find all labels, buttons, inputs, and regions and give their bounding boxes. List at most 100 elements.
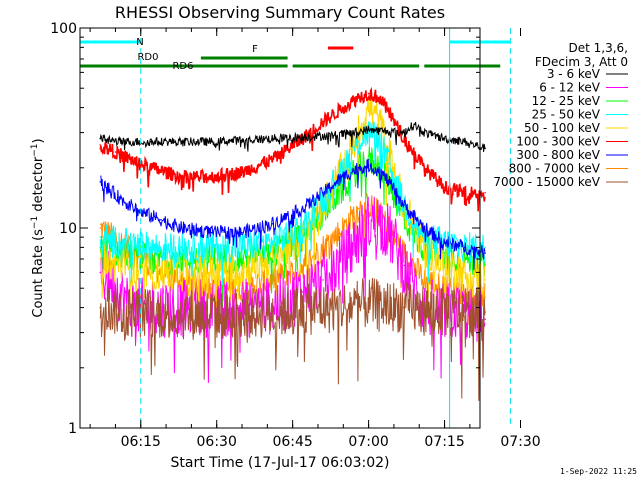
- x-tick-label: 06:30: [197, 434, 237, 450]
- data-point-7000-15000-kev: [443, 311, 446, 313]
- data-point-25-50-kev: [150, 246, 152, 249]
- x-axis-label: Start Time (17-Jul-17 06:03:02): [170, 455, 389, 471]
- data-point-12-25-kev: [443, 252, 446, 254]
- series-trace-100-300-kev: [99, 86, 486, 212]
- data-point-7000-15000-kev: [403, 306, 405, 309]
- data-point-3-6-kev: [352, 131, 355, 134]
- plot-area: N RD0 RD6 F: [79, 28, 511, 428]
- data-point-12-25-kev: [241, 258, 243, 260]
- data-point-3-6-kev: [241, 139, 243, 141]
- data-point-6-12-kev: [99, 271, 102, 274]
- data-point-6-12-kev: [367, 223, 370, 225]
- footer-timestamp: 1-Sep-2022 11:25: [560, 467, 637, 476]
- legend-header-line: FDecim 3, Att 0: [535, 55, 628, 69]
- data-point-7000-15000-kev: [99, 306, 102, 309]
- data-point-12-25-kev: [403, 218, 405, 221]
- data-point-800-7000-kev: [322, 246, 324, 249]
- y-tick-label: 10: [59, 221, 77, 237]
- data-point-6-12-kev: [322, 279, 324, 281]
- axes: 100 10 1 06:15 06:30 06:45 07:00 07:15 07:30: [50, 21, 540, 450]
- y-tick-label: 100: [50, 21, 77, 37]
- data-point-3-6-kev: [210, 140, 213, 143]
- data-point-3-6-kev: [383, 130, 385, 132]
- data-point-50-100-kev: [443, 264, 446, 267]
- data-point-100-300-kev: [484, 192, 486, 194]
- data-point-3-6-kev: [413, 123, 416, 126]
- data-point-100-300-kev: [210, 176, 213, 178]
- x-tick-label: 07:00: [348, 434, 388, 450]
- data-point-25-50-kev: [342, 167, 345, 169]
- legend-entry-label: 50 - 100 keV: [524, 121, 601, 135]
- data-point-7000-15000-kev: [484, 311, 486, 313]
- legend-entry-label: 25 - 50 keV: [532, 108, 601, 122]
- series-trace-300-800-kev: [100, 158, 486, 270]
- data-point-25-50-kev: [322, 198, 324, 200]
- data-point-3-6-kev: [443, 137, 446, 140]
- data-point-6-12-kev: [357, 236, 360, 238]
- data-point-50-100-kev: [423, 246, 426, 249]
- data-point-800-7000-kev: [484, 296, 486, 299]
- data-point-300-800-kev: [367, 164, 370, 167]
- data-point-3-6-kev: [119, 140, 122, 143]
- data-point-300-800-kev: [302, 207, 304, 210]
- data-point-300-800-kev: [241, 231, 243, 234]
- data-point-800-7000-kev: [423, 279, 426, 281]
- data-point-300-800-kev: [443, 241, 446, 243]
- data-point-300-800-kev: [423, 227, 426, 229]
- data-point-3-6-kev: [367, 128, 370, 131]
- data-point-300-800-kev: [357, 167, 360, 169]
- data-point-300-800-kev: [119, 198, 122, 200]
- annotation-label-rd0: RD0: [137, 52, 158, 63]
- annotation-label-f: F: [252, 44, 258, 55]
- data-point-6-12-kev: [377, 218, 380, 221]
- data-point-25-50-kev: [99, 236, 102, 238]
- data-point-25-50-kev: [210, 246, 213, 249]
- legend-entry-label: 800 - 7000 keV: [509, 162, 601, 176]
- data-point-50-100-kev: [210, 271, 213, 274]
- data-point-100-300-kev: [271, 158, 274, 161]
- data-point-100-300-kev: [423, 167, 426, 169]
- legend-entry-label: 300 - 800 keV: [516, 148, 600, 162]
- data-point-7000-15000-kev: [367, 302, 370, 305]
- data-point-50-100-kev: [150, 271, 152, 274]
- data-point-7000-15000-kev: [180, 313, 183, 316]
- data-point-300-800-kev: [403, 204, 405, 206]
- annotation-label-n: N: [136, 37, 143, 48]
- data-point-3-6-kev: [484, 147, 486, 150]
- data-point-7000-15000-kev: [231, 313, 233, 316]
- data-point-300-800-kev: [99, 181, 102, 183]
- data-point-300-800-kev: [180, 227, 183, 229]
- y-axis-label: Count Rate (s−1 detector−1): [30, 138, 46, 317]
- series-trace-25-50-kev: [99, 120, 486, 286]
- data-point-100-300-kev: [357, 96, 360, 99]
- data-point-25-50-kev: [180, 246, 183, 249]
- data-point-3-6-kev: [423, 131, 426, 134]
- data-point-25-50-kev: [241, 246, 243, 249]
- x-tick-label: 07:30: [500, 434, 540, 450]
- data-point-100-300-kev: [342, 106, 345, 109]
- data-point-300-800-kev: [484, 252, 486, 254]
- data-point-300-800-kev: [160, 218, 162, 221]
- data-point-6-12-kev: [302, 291, 304, 293]
- data-point-3-6-kev: [150, 140, 152, 143]
- legend-header-line: Det 1,3,6,: [569, 41, 629, 55]
- data-point-300-800-kev: [388, 181, 390, 183]
- data-point-3-6-kev: [302, 136, 304, 138]
- data-point-3-6-kev: [180, 140, 183, 143]
- data-point-100-300-kev: [388, 111, 390, 113]
- data-point-800-7000-kev: [99, 227, 102, 229]
- data-point-100-300-kev: [180, 176, 183, 178]
- data-point-300-800-kev: [342, 176, 345, 178]
- data-point-300-800-kev: [322, 192, 324, 194]
- series-trace-3-6-kev: [99, 121, 486, 152]
- data-point-800-7000-kev: [403, 252, 405, 254]
- data-point-50-100-kev: [377, 118, 380, 120]
- data-point-100-300-kev: [377, 96, 380, 99]
- data-point-100-300-kev: [367, 92, 370, 95]
- data-point-100-300-kev: [322, 120, 324, 123]
- legend-entry-label: 12 - 25 keV: [532, 94, 601, 108]
- data-point-50-100-kev: [367, 106, 370, 109]
- data-point-6-12-kev: [388, 231, 390, 234]
- data-point-50-100-kev: [119, 264, 122, 267]
